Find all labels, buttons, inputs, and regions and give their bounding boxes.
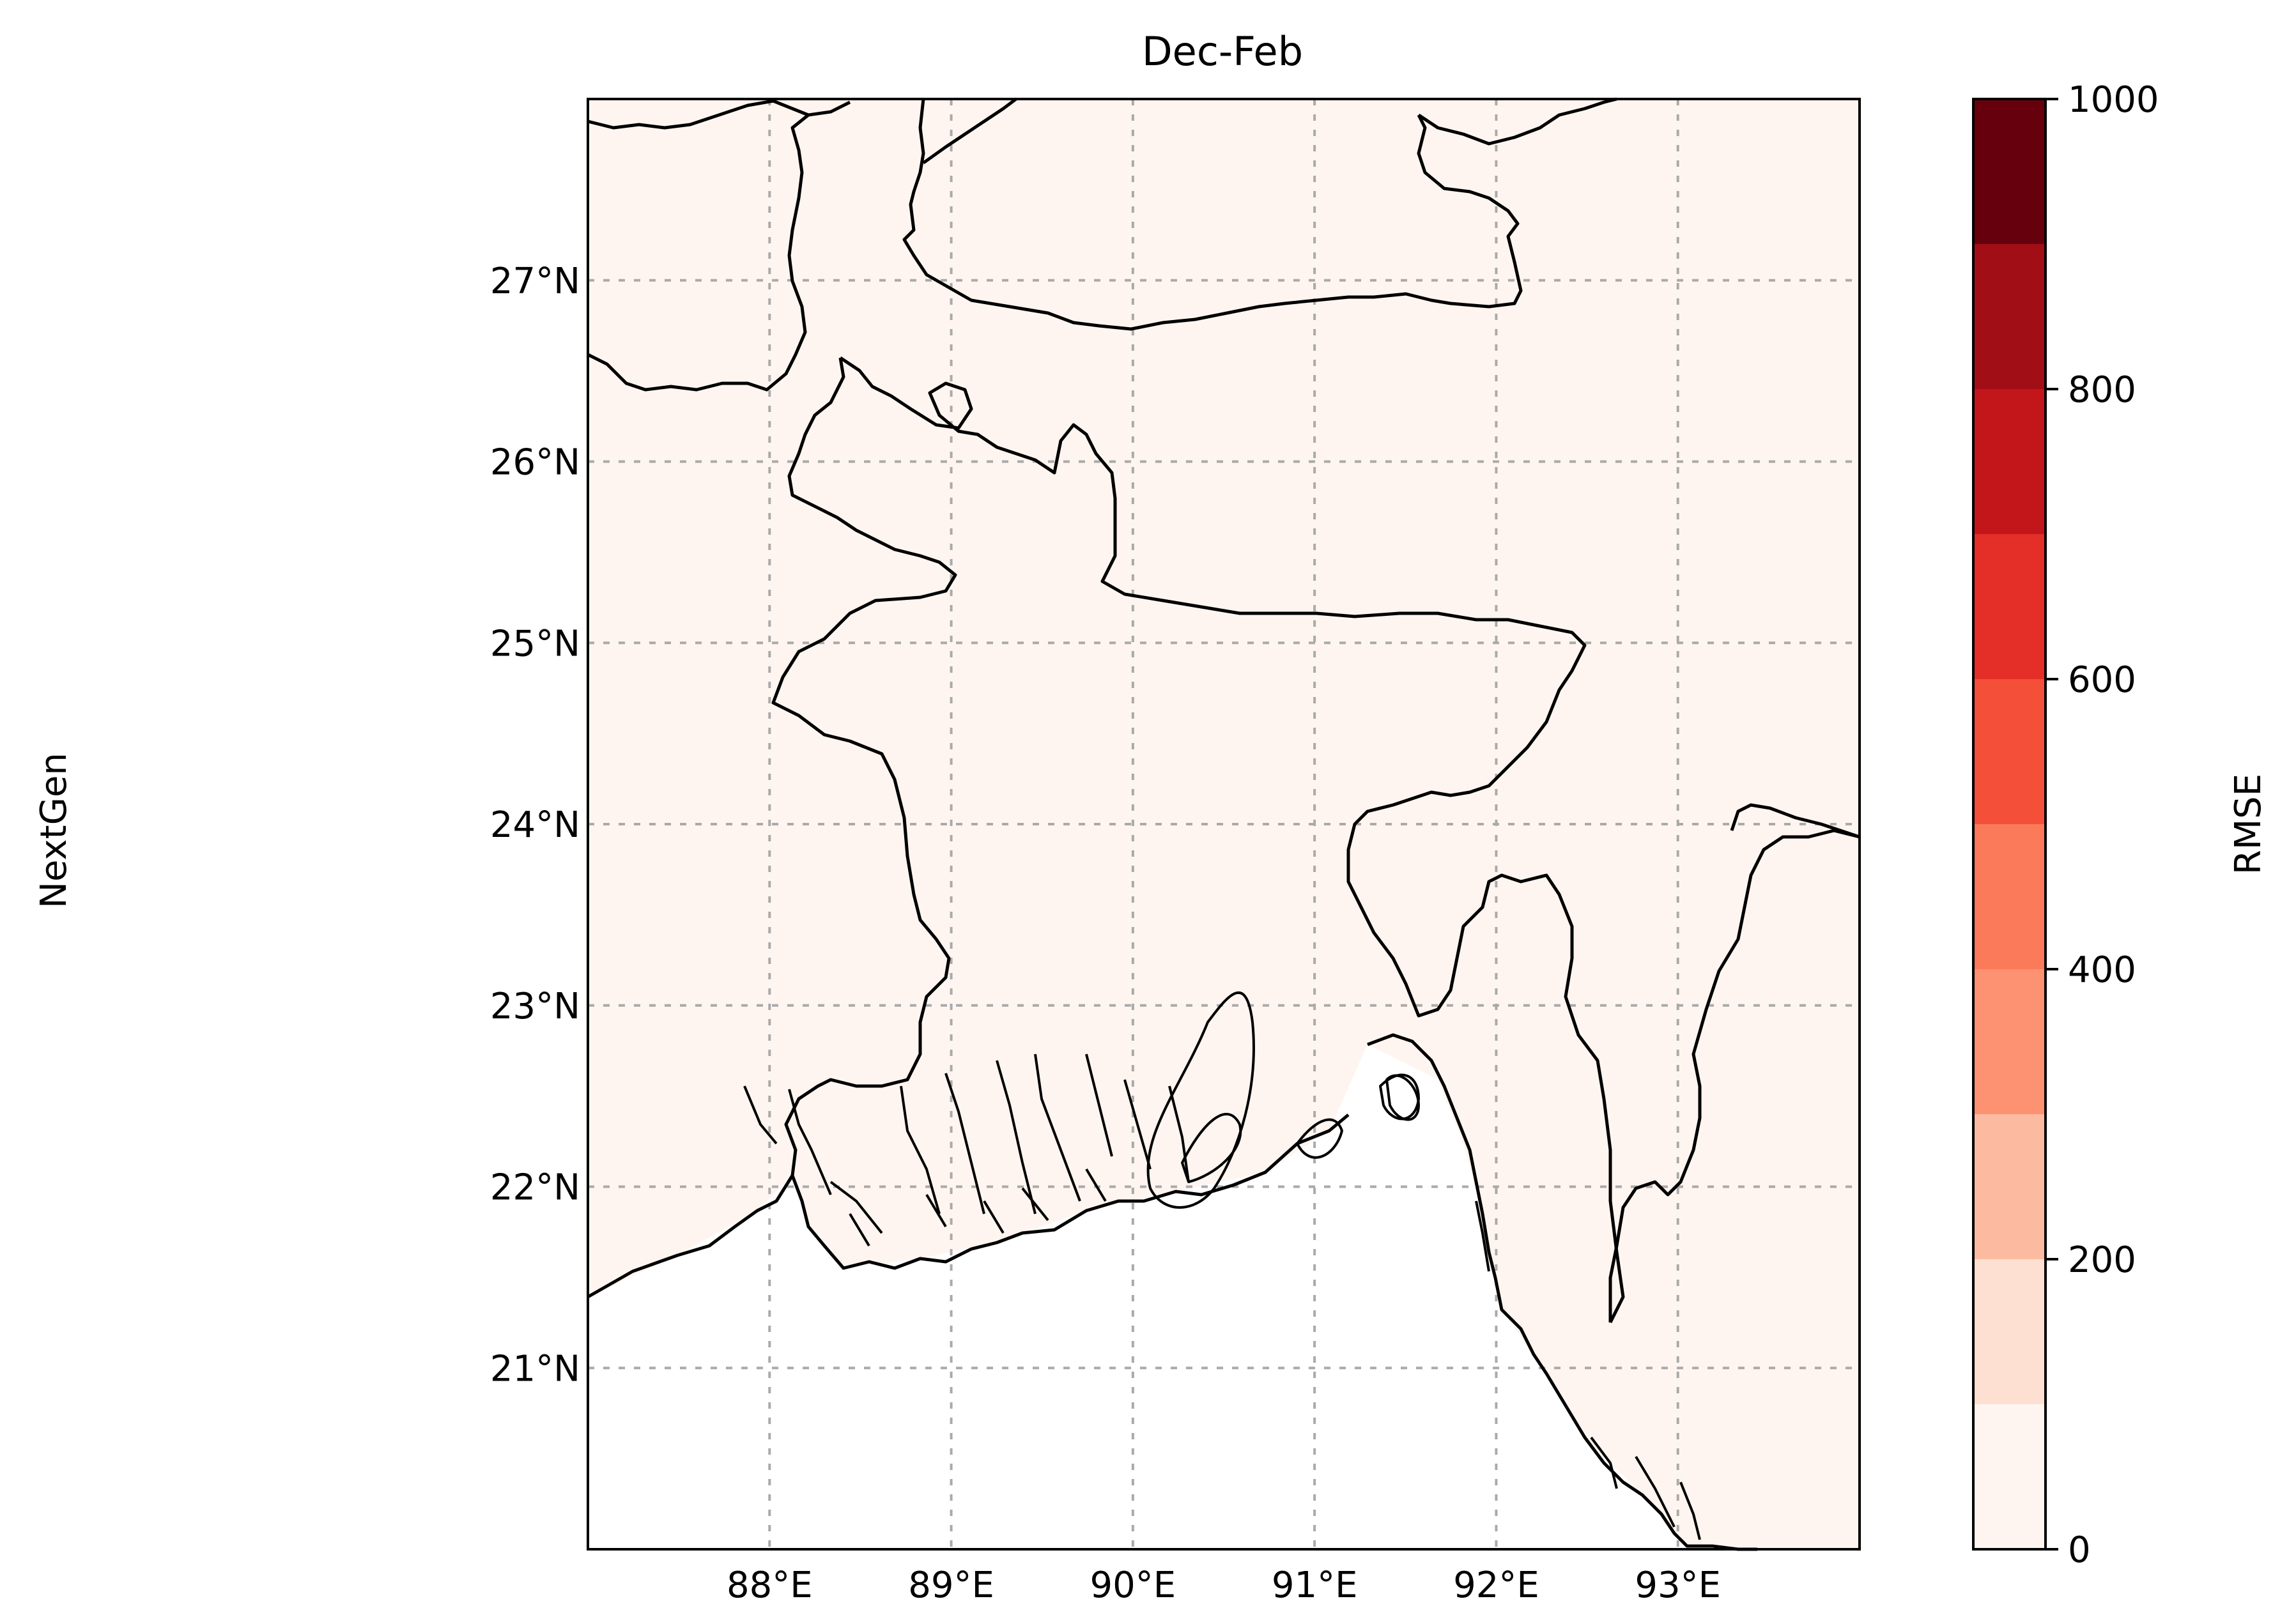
lon-label: 89°E (908, 1565, 994, 1606)
border-nepal-india (587, 114, 810, 392)
lat-label: 25°N (490, 623, 580, 664)
border-nepal-north (587, 99, 851, 130)
colorbar-tick-label: 200 (2068, 1239, 2136, 1281)
row-label: NextGen (33, 753, 75, 908)
colorbar-band (1973, 969, 2046, 1114)
border-bangladesh-india-north (839, 356, 1625, 1324)
colorbar-tick-label: 0 (2068, 1529, 2091, 1571)
colorbar-frame (1972, 98, 2047, 1551)
lon-label: 90°E (1090, 1565, 1176, 1606)
rmse-colorbar: 0 200 400 600 800 1000 RMSE (1972, 79, 2269, 1571)
border-china-north (1417, 97, 1617, 146)
map-panel: 88°E 89°E 90°E 91°E 92°E 93°E 21°N 22°N 23°N 24°… (490, 97, 1861, 1606)
lon-label: 91°E (1272, 1565, 1358, 1606)
lon-label: 92°E (1453, 1565, 1539, 1606)
latitude-labels: 21°N 22°N 23°N 24°N 25°N 26°N 27°N (490, 261, 580, 1390)
lat-label: 21°N (490, 1348, 580, 1390)
colorbar-band (1973, 1404, 2046, 1549)
lat-label: 26°N (490, 442, 580, 484)
colorbar-band (1973, 244, 2046, 389)
colorbar-tick-label: 800 (2068, 369, 2136, 411)
sundarbans-rivers (743, 1053, 1190, 1247)
colorbar-band (1973, 389, 2046, 534)
coastline-west-bengal (587, 1174, 794, 1299)
border-bangladesh-india-west (771, 357, 957, 1176)
border-bhutan-inner (922, 98, 1017, 165)
map-frame (587, 98, 1861, 1551)
country-borders (587, 97, 1860, 1551)
border-myanmar-east (1730, 803, 1860, 839)
coastline-chittagong-myanmar (1367, 1033, 1757, 1551)
gridlines (588, 99, 1860, 1549)
colorbar-band (1973, 1114, 2046, 1259)
lat-label: 24°N (490, 804, 580, 846)
longitude-labels: 88°E 89°E 90°E 91°E 92°E 93°E (727, 1565, 1721, 1606)
colorbar-band (1973, 99, 2046, 244)
border-myanmar-india (1608, 829, 1860, 1322)
colorbar-band (1973, 824, 2046, 969)
colorbar-tick-label: 400 (2068, 949, 2136, 991)
lon-label: 93°E (1635, 1565, 1721, 1606)
lat-label: 22°N (490, 1167, 580, 1209)
meghna-islands (1146, 991, 1420, 1209)
colorbar-band (1973, 679, 2046, 824)
colorbar-ticks: 0 200 400 600 800 1000 (2046, 79, 2159, 1571)
border-bhutan (902, 98, 1523, 331)
colorbar-band (1973, 534, 2046, 679)
colorbar-label: RMSE (2228, 774, 2269, 875)
coastline-sundarbans (790, 1114, 1350, 1270)
figure-title: Dec-Feb (1142, 28, 1303, 75)
lon-label: 88°E (727, 1565, 813, 1606)
lat-label: 23°N (490, 986, 580, 1027)
colorbar-tick-label: 1000 (2068, 79, 2159, 121)
chittagong-islands (1385, 1074, 1701, 1540)
colorbar-bands (1973, 99, 2046, 1549)
colorbar-band (1973, 1259, 2046, 1404)
lat-label: 27°N (490, 261, 580, 302)
colorbar-tick-label: 600 (2068, 659, 2136, 701)
